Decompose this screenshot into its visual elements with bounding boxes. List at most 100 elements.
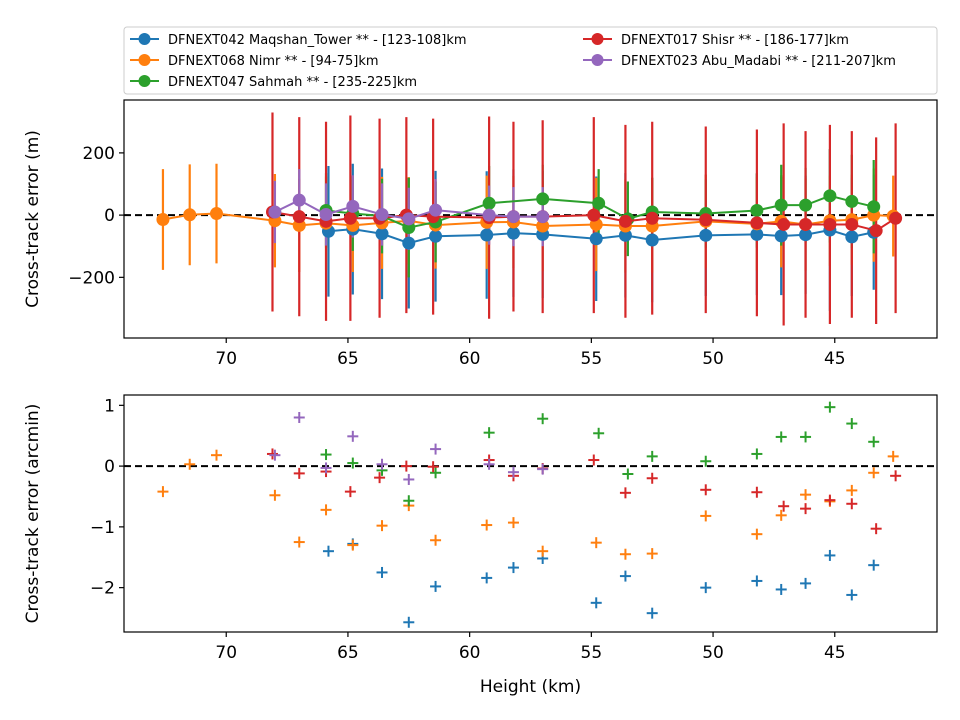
plus-marker (800, 431, 812, 443)
series-dfnext023 (269, 411, 549, 485)
plus-marker (427, 461, 439, 473)
legend-marker (138, 33, 151, 45)
data-point (867, 200, 881, 214)
data-point (799, 217, 813, 231)
data-point (777, 217, 791, 231)
plus-marker (846, 589, 858, 601)
plus-marker (870, 523, 882, 535)
data-point (506, 226, 520, 240)
plus-marker (376, 458, 388, 470)
x-tick-label: 65 (337, 643, 359, 663)
plus-marker (751, 486, 763, 498)
legend-label: DFNEXT047 Sahmah ** - [235-225]km (168, 75, 417, 90)
plus-marker (700, 510, 712, 522)
x-tick-label: 50 (702, 643, 724, 663)
axes-frame (123, 394, 938, 633)
plus-marker (347, 430, 359, 442)
plus-marker (824, 494, 836, 506)
plus-marker (507, 466, 519, 478)
data-point (375, 207, 389, 221)
plus-marker (751, 528, 763, 540)
legend-item-dfnext047: DFNEXT047 Sahmah ** - [235-225]km (130, 75, 417, 90)
data-point (482, 208, 496, 222)
data-point (183, 208, 197, 222)
data-point (156, 212, 170, 226)
plus-marker (590, 537, 602, 549)
plus-marker (376, 520, 388, 532)
plus-marker (403, 495, 415, 507)
data-point (402, 236, 416, 250)
data-point (536, 219, 550, 233)
y-tick-label: −200 (68, 268, 115, 288)
x-tick-label: 60 (459, 643, 481, 663)
legend-item-dfnext023: DFNEXT023 Abu_Madabi ** - [211-207]km (583, 54, 896, 69)
plus-marker (846, 484, 858, 496)
data-point (618, 214, 632, 228)
data-point (429, 203, 443, 217)
plus-marker (266, 448, 278, 460)
plus-marker (293, 411, 305, 423)
data-point (869, 224, 883, 238)
data-point (750, 216, 764, 230)
data-point (480, 228, 494, 242)
data-point (209, 207, 223, 221)
plus-marker (868, 436, 880, 448)
y-tick-label: −2 (90, 579, 115, 599)
x-tick-label: 45 (824, 349, 846, 369)
x-axis-label: Height (km) (480, 677, 581, 697)
x-tick-label: 65 (337, 349, 359, 369)
data-point (845, 194, 859, 208)
y-tick-label: 1 (104, 396, 115, 416)
data-point (375, 227, 389, 241)
plus-marker (590, 597, 602, 609)
plus-marker (347, 457, 359, 469)
data-point (268, 205, 282, 219)
data-point (536, 210, 550, 224)
plus-marker (775, 583, 787, 595)
legend-marker (591, 33, 604, 45)
x-tick-label: 70 (215, 643, 237, 663)
plus-marker (320, 462, 332, 474)
data-point (343, 211, 357, 225)
plus-marker (887, 450, 899, 462)
plus-marker (700, 484, 712, 496)
plus-marker (347, 539, 359, 551)
legend-item-dfnext042: DFNEXT042 Maqshan_Tower ** - [123-108]km (130, 33, 467, 48)
x-tick-label: 55 (581, 643, 603, 663)
data-point (292, 193, 306, 207)
plus-marker (619, 570, 631, 582)
plus-marker (430, 443, 442, 455)
plus-marker (824, 549, 836, 561)
data-point (799, 228, 813, 242)
plus-marker (619, 487, 631, 499)
axes-frame (123, 99, 938, 339)
data-point (618, 228, 632, 242)
plus-marker (646, 607, 658, 619)
plus-marker (751, 448, 763, 460)
data-point (506, 210, 520, 224)
plus-marker (646, 548, 658, 560)
y-tick-label: 0 (104, 206, 115, 226)
plus-marker (619, 548, 631, 560)
plus-marker (646, 450, 658, 462)
plus-marker (593, 427, 605, 439)
series-dfnext047 (320, 401, 880, 507)
data-point (889, 211, 903, 225)
plus-marker (800, 577, 812, 589)
plus-marker (403, 616, 415, 628)
data-point (823, 189, 837, 203)
plus-marker (890, 470, 902, 482)
legend-item-dfnext017: DFNEXT017 Shisr ** - [186-177]km (583, 33, 849, 48)
data-point (799, 198, 813, 212)
data-point (845, 230, 859, 244)
plus-marker (403, 473, 415, 485)
plus-marker (778, 500, 790, 512)
data-point (645, 233, 659, 247)
data-point (402, 212, 416, 226)
plus-marker (430, 580, 442, 592)
plus-marker (269, 489, 281, 501)
plus-marker (483, 458, 495, 470)
plus-marker (537, 545, 549, 557)
plus-marker (322, 545, 334, 557)
data-point (589, 232, 603, 246)
